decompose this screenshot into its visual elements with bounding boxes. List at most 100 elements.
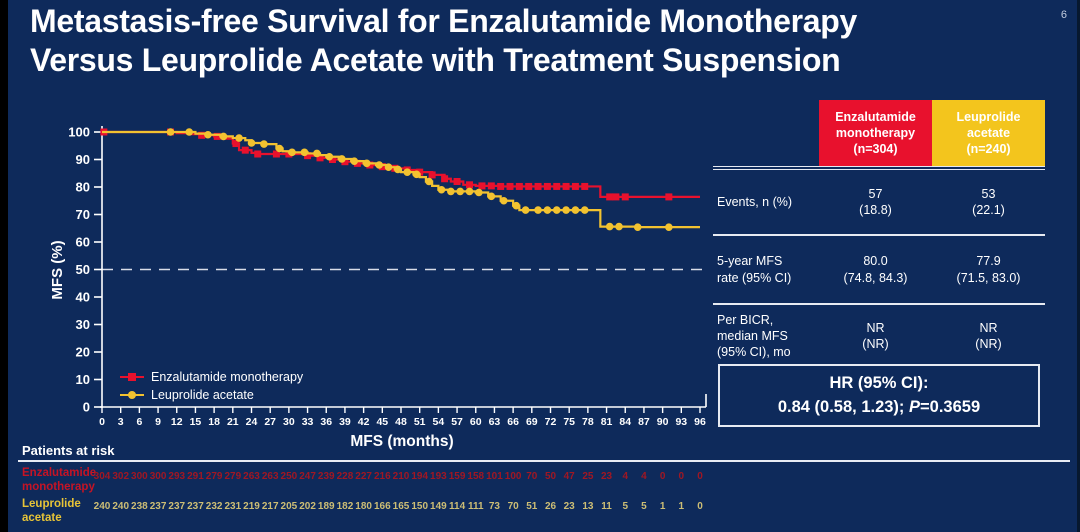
at-risk-count: 240 (93, 501, 111, 512)
svg-text:15: 15 (190, 416, 202, 428)
table-row-events: Events, n (%) 57 (18.8) 53 (22.1) (713, 170, 1045, 234)
at-risk-count: 202 (299, 501, 316, 512)
svg-text:80: 80 (76, 180, 90, 195)
at-risk-count: 279 (205, 471, 223, 482)
at-risk-count: 247 (299, 471, 316, 482)
svg-text:93: 93 (675, 416, 687, 428)
cell-5yr-leuprolide: 77.9 (71.5, 83.0) (956, 254, 1021, 285)
chart-legend: Enzalutamide monotherapy Leuprolide aceta… (120, 370, 304, 402)
at-risk-count: 4 (641, 471, 647, 482)
at-risk-count: 237 (168, 501, 186, 512)
at-risk-count: 4 (622, 471, 629, 482)
svg-text:MFS (%): MFS (%) (49, 240, 66, 299)
svg-text:30: 30 (76, 317, 90, 332)
at-risk-label-leuprolide: Leuprolide acetate (22, 498, 81, 525)
at-risk-count: 73 (488, 501, 500, 512)
at-risk-count: 5 (622, 501, 629, 512)
at-risk-count: 70 (526, 471, 538, 482)
svg-text:84: 84 (619, 416, 631, 428)
legend-label-enzalutamide: Enzalutamide monotherapy (151, 370, 304, 384)
svg-text:6: 6 (136, 416, 142, 428)
hr-line1: HR (95% CI): (829, 374, 929, 393)
at-risk-count: 23 (563, 501, 575, 512)
at-risk-count: 263 (261, 471, 279, 482)
at-risk-count: 13 (582, 501, 594, 512)
at-risk-count: 216 (373, 471, 391, 482)
svg-text:42: 42 (358, 416, 370, 428)
svg-text:39: 39 (339, 416, 351, 428)
x-axis: 0 3 6 9 12 15 18 21 24 27 30 33 36 39 42 45 48 51 54 57 60 63… (99, 394, 707, 450)
at-risk-count: 189 (317, 501, 335, 512)
row-label: Events, n (%) (717, 194, 793, 209)
table-row-5yr-mfs: 5-year MFS rate (95% CI) 80.0 (74.8, 84.… (713, 234, 1045, 303)
svg-text:72: 72 (545, 416, 557, 428)
svg-text:33: 33 (302, 416, 314, 428)
cell-5yr-enzalutamide: 80.0 (74.8, 84.3) (843, 254, 908, 285)
at-risk-count: 149 (430, 501, 447, 512)
svg-text:27: 27 (264, 416, 276, 428)
column-header-enzalutamide: Enzalutamide monotherapy (n=304) (819, 100, 932, 166)
at-risk-count: 0 (697, 501, 703, 512)
at-risk-count: 114 (448, 501, 466, 512)
y-axis: 0 10 20 30 40 50 60 70 80 90 100 MFS (%) (49, 125, 103, 415)
at-risk-count: 166 (373, 501, 391, 512)
slide-page-number: 6 (1060, 9, 1067, 21)
at-risk-count: 300 (149, 471, 167, 482)
svg-text:51: 51 (414, 416, 426, 428)
at-risk-count: 23 (601, 471, 613, 482)
at-risk-count: 0 (659, 471, 666, 482)
svg-text:81: 81 (601, 416, 613, 428)
screen-edge-right (1077, 0, 1080, 532)
at-risk-count: 217 (261, 501, 279, 512)
svg-text:87: 87 (638, 416, 650, 428)
at-risk-count: 240 (112, 501, 130, 512)
at-risk-count: 291 (187, 471, 204, 482)
at-risk-count: 101 (486, 471, 503, 482)
row-label: Per BICR, median MFS (95% CI), mo (717, 312, 791, 360)
results-table: Enzalutamide monotherapy (n=304) Leuprol… (713, 100, 1045, 367)
at-risk-count: 1 (659, 501, 666, 512)
at-risk-count: 227 (355, 471, 372, 482)
cell-events-enzalutamide: 57 (18.8) (859, 186, 892, 217)
at-risk-count: 238 (131, 501, 148, 512)
series-enzalutamide (100, 128, 700, 201)
at-risk-count: 210 (392, 471, 410, 482)
at-risk-count: 50 (544, 471, 557, 482)
svg-text:20: 20 (76, 345, 90, 360)
series-leuprolide (102, 128, 700, 231)
svg-text:12: 12 (171, 416, 183, 428)
svg-text:40: 40 (76, 290, 90, 305)
row-label: 5-year MFS rate (95% CI) (717, 254, 792, 285)
svg-text:0: 0 (99, 416, 105, 428)
svg-text:100: 100 (68, 125, 90, 140)
at-risk-count: 228 (336, 471, 354, 482)
svg-text:66: 66 (507, 416, 519, 428)
at-risk-count: 25 (582, 471, 594, 482)
at-risk-count: 300 (131, 471, 148, 482)
svg-text:54: 54 (433, 416, 445, 428)
at-risk-count: 26 (544, 501, 557, 512)
at-risk-count: 231 (224, 501, 242, 512)
at-risk-count: 232 (205, 501, 223, 512)
hr-line2: 0.84 (0.58, 1.23); P=0.3659 (777, 397, 981, 416)
at-risk-title: Patients at risk (22, 443, 115, 458)
column-header-leuprolide: Leuprolide acetate (n=240) (932, 100, 1045, 166)
legend-label-leuprolide: Leuprolide acetate (151, 388, 254, 402)
results-table-corner (713, 100, 819, 166)
at-risk-count: 5 (641, 501, 647, 512)
at-risk-count: 100 (504, 471, 522, 482)
at-risk-count: 237 (149, 501, 167, 512)
at-risk-count: 219 (243, 501, 260, 512)
at-risk-count: 193 (430, 471, 447, 482)
p-value-symbol: P (909, 397, 921, 416)
svg-text:30: 30 (283, 416, 295, 428)
at-risk-count: 237 (187, 501, 204, 512)
cell-events-leuprolide: 53 (22.1) (972, 186, 1005, 217)
svg-text:10: 10 (76, 372, 90, 387)
cell-median-leuprolide: NR (NR) (975, 320, 1002, 351)
svg-text:18: 18 (208, 416, 220, 428)
at-risk-count: 239 (317, 471, 335, 482)
at-risk-count: 194 (411, 471, 429, 482)
at-risk-count: 0 (678, 471, 685, 482)
